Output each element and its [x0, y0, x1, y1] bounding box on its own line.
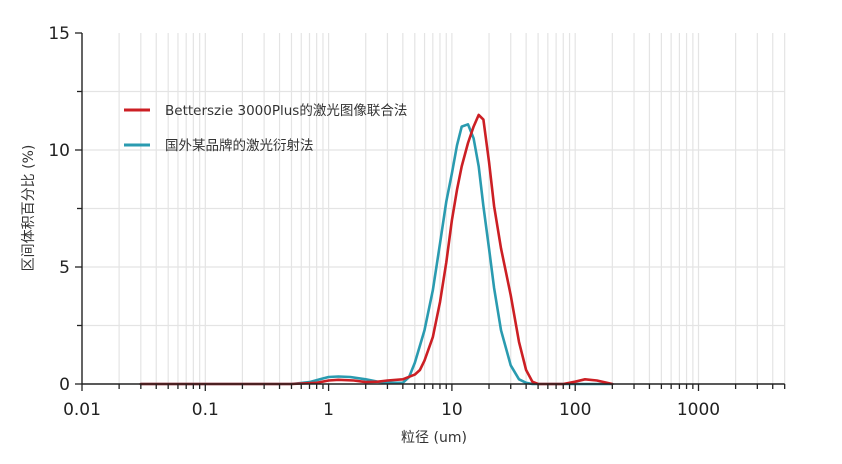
x-axis-title: 粒径 (um) [401, 430, 467, 446]
legend-item-foreign-brand: 国外某品牌的激光衍射法 [124, 137, 314, 154]
grid-lines [82, 33, 786, 384]
x-tick-label: 100 [559, 400, 591, 420]
y-tick-label: 0 [59, 375, 70, 395]
axes [75, 32, 786, 391]
y-tick-label: 10 [48, 141, 70, 161]
x-tick-label: 0.1 [192, 400, 219, 420]
y-axis-title: 区间体积百分比 (%) [21, 145, 37, 272]
x-tick-label: 1000 [677, 400, 720, 420]
legend: Betterszie 3000Plus的激光图像联合法 国外某品牌的激光衍射法 [124, 103, 407, 154]
x-tick-label: 0.01 [63, 400, 101, 420]
y-tick-label: 5 [59, 258, 70, 278]
y-tick-label: 15 [48, 24, 70, 44]
legend-label: Betterszie 3000Plus的激光图像联合法 [165, 103, 407, 119]
tick-labels: 0.01 0.1 1 10 100 1000 0 5 10 15 [48, 24, 720, 420]
series-line-betterszie [139, 113, 614, 386]
legend-item-betterszie: Betterszie 3000Plus的激光图像联合法 [124, 103, 407, 119]
x-tick-label: 1 [323, 400, 334, 420]
data-series [139, 113, 614, 386]
series-line-foreign-brand [139, 123, 614, 386]
legend-label: 国外某品牌的激光衍射法 [165, 137, 314, 154]
x-tick-label: 10 [441, 400, 463, 420]
